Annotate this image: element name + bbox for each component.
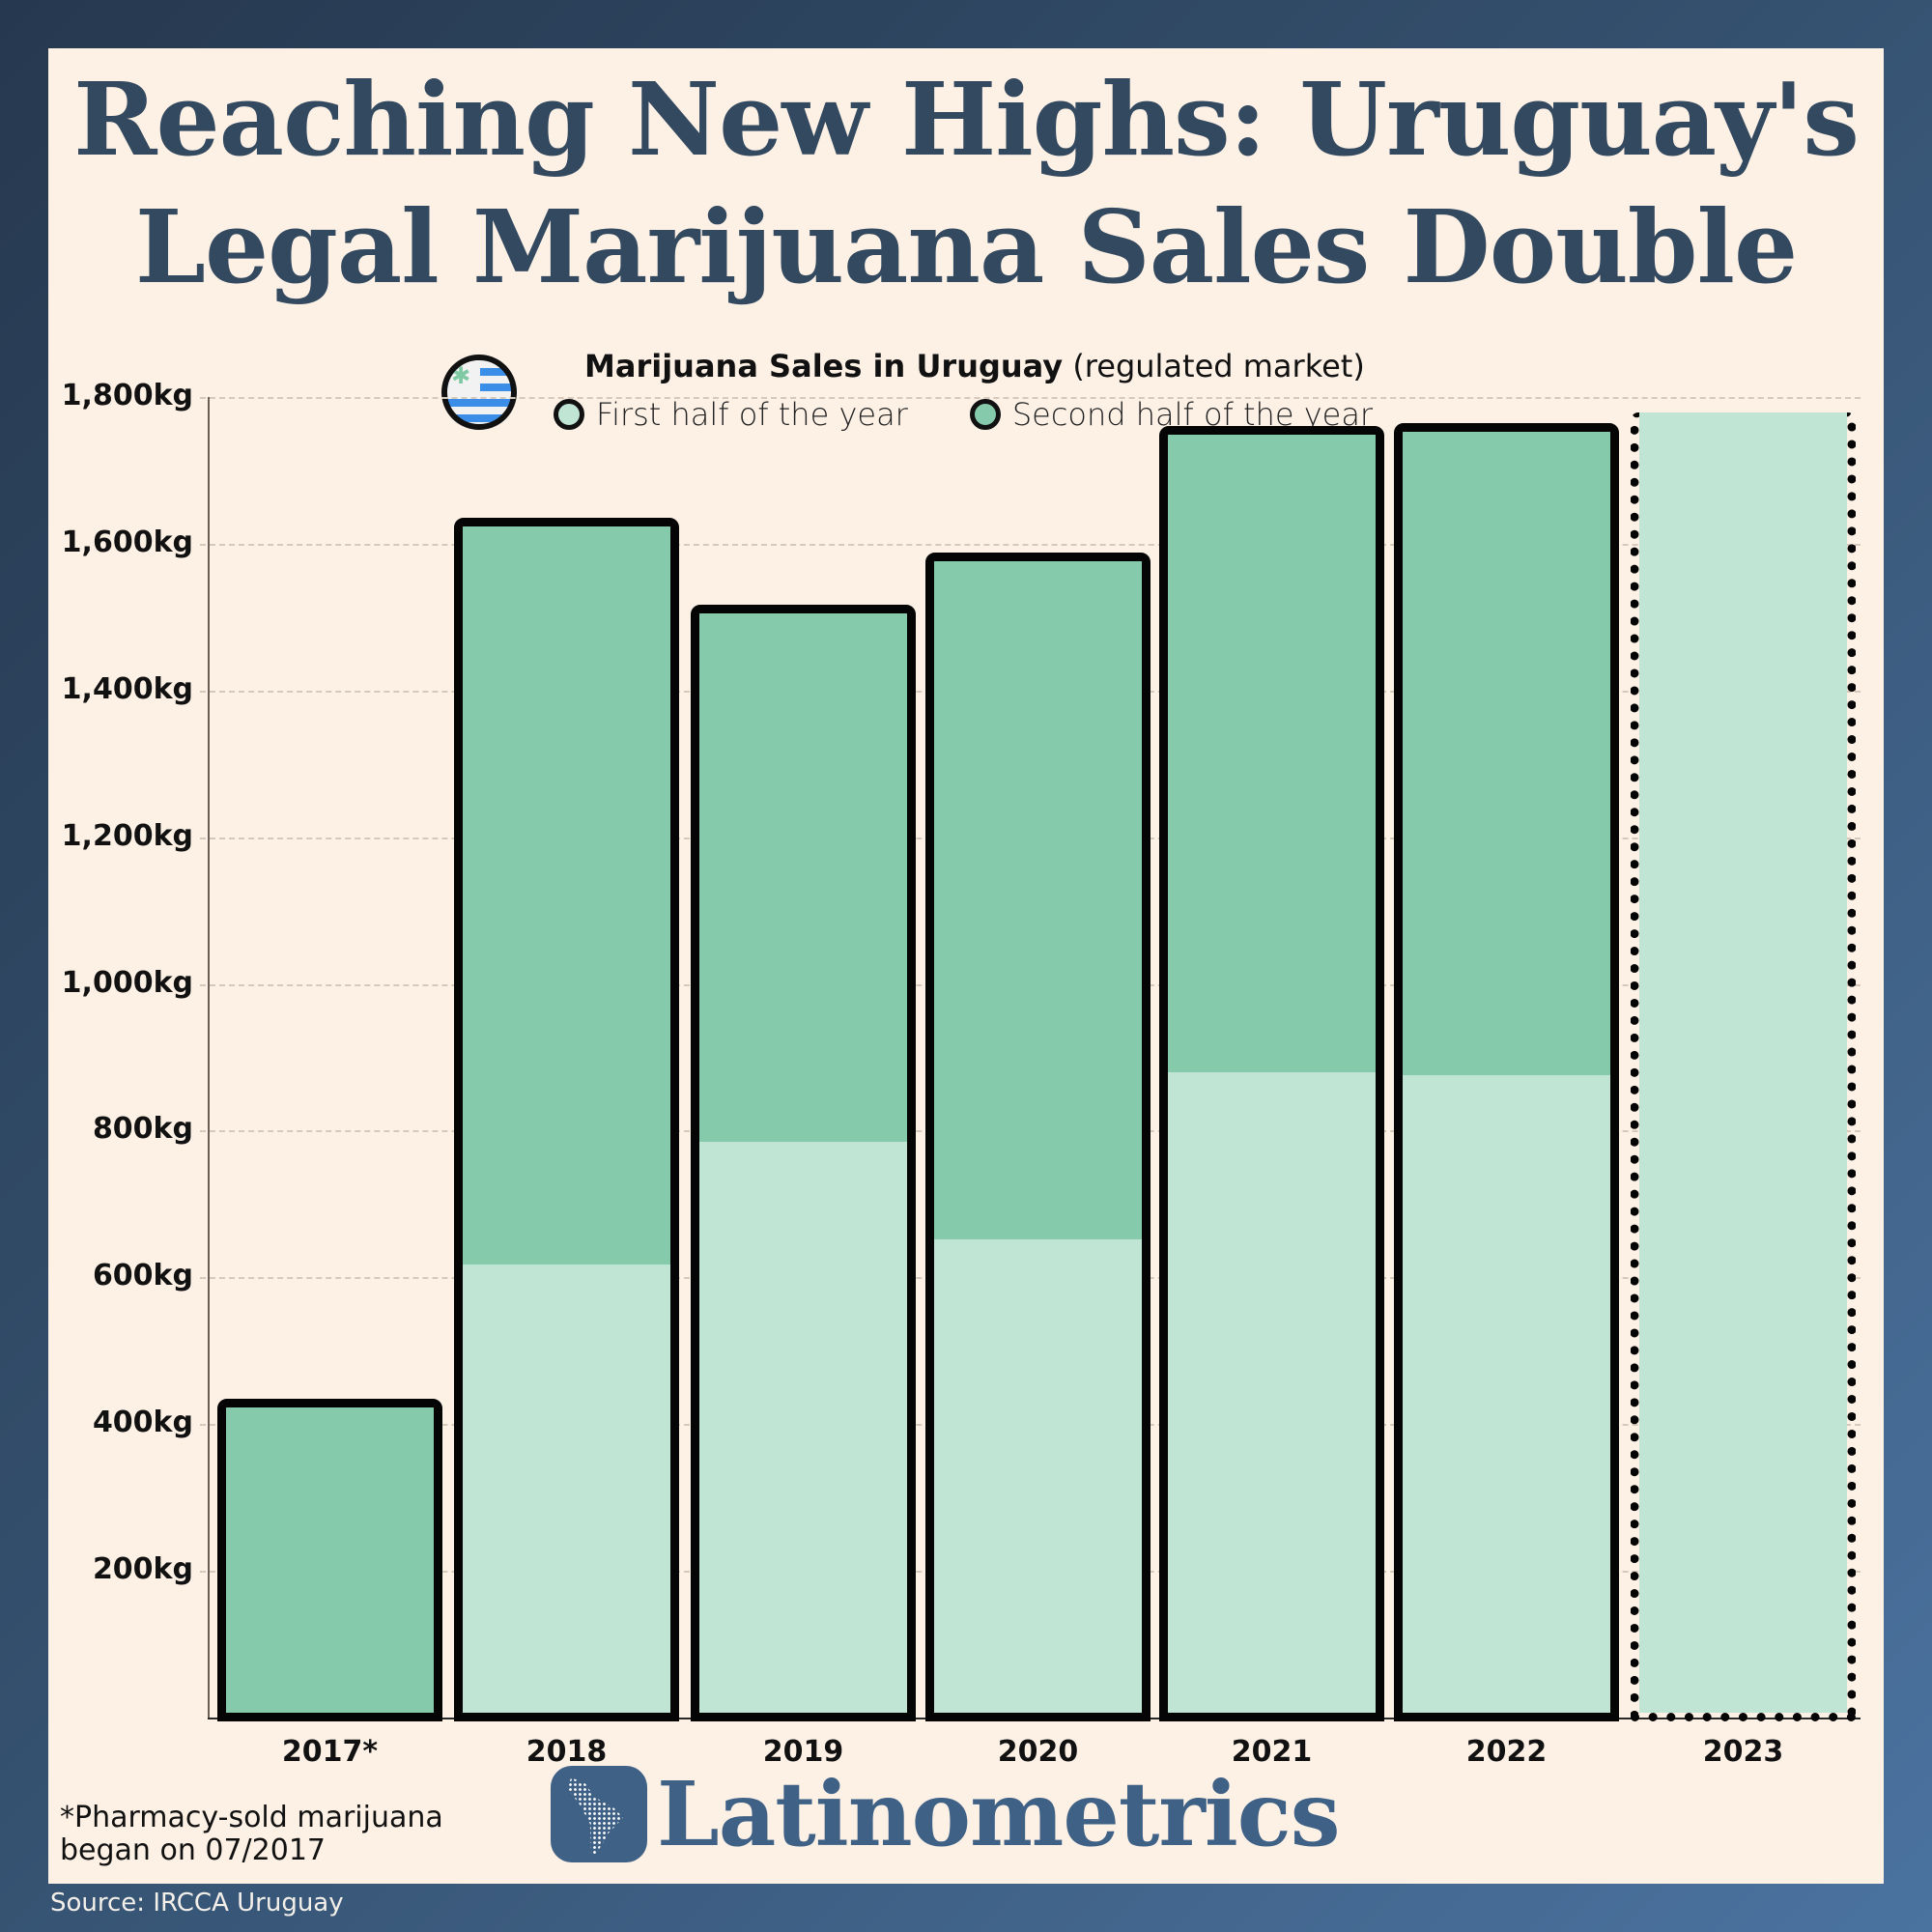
x-tick-label: 2019	[762, 1735, 844, 1769]
second-half-swatch-icon	[969, 399, 1001, 430]
bar-2017[interactable]	[217, 1398, 442, 1721]
legend-label: First half of the year	[596, 396, 908, 433]
source-credit: Source: IRCCA Uruguay	[50, 1889, 344, 1918]
x-tick-label: 2021	[1231, 1735, 1313, 1769]
segment-first-half	[1639, 412, 1847, 1713]
x-tick-label: 2018	[526, 1735, 608, 1769]
legend-title: Marijuana Sales in Uruguay (regulated ma…	[584, 348, 1365, 384]
map-dots	[568, 1777, 623, 1855]
y-tick-label: 1,200kg	[61, 818, 193, 853]
legend-item-first-half: First half of the year	[554, 396, 908, 433]
segment-second-half	[1403, 432, 1610, 1076]
title-line-1: Reaching New Highs: Uruguay's	[73, 60, 1860, 179]
cannabis-leaf-icon: ✱	[451, 362, 471, 389]
bar-2021[interactable]	[1159, 426, 1384, 1721]
x-tick-label: 2022	[1465, 1735, 1548, 1769]
segment-second-half	[463, 526, 670, 1265]
segment-second-half	[699, 612, 907, 1142]
uruguay-flag-cannabis-icon: ✱	[441, 355, 517, 430]
segment-first-half	[463, 1264, 670, 1713]
brand-logo: Latinometrics	[551, 1762, 1341, 1866]
segment-first-half	[934, 1239, 1142, 1713]
gridline	[200, 397, 1861, 399]
x-tick-label: 2017*	[281, 1735, 379, 1769]
first-half-swatch-icon	[554, 399, 584, 430]
legend-items: First half of the year Second half of th…	[554, 396, 1373, 433]
chart-panel: Reaching New Highs: Uruguay's Legal Mari…	[48, 48, 1884, 1884]
segment-first-half	[1403, 1075, 1610, 1713]
bar-chart: 200kg 400kg 600kg 800kg 1,000kg 1,200kg 1,400k…	[48, 48, 1884, 1884]
segment-first-half	[699, 1141, 907, 1713]
x-tick-label: 2023	[1702, 1735, 1784, 1769]
y-tick-label: 800kg	[92, 1112, 193, 1147]
footnote-line-1: *Pharmacy-sold marijuana	[60, 1801, 443, 1834]
gridline	[200, 543, 1861, 546]
y-tick-label: 1,400kg	[61, 671, 193, 706]
bar-2019[interactable]	[691, 604, 916, 1721]
footnote: *Pharmacy-sold marijuana began on 07/201…	[60, 1802, 443, 1867]
bar-2022[interactable]	[1394, 423, 1619, 1721]
y-tick-label: 1,800kg	[61, 379, 193, 412]
brand-name: Latinometrics	[657, 1762, 1341, 1866]
title-line-2: Legal Marijuana Sales Double	[134, 187, 1798, 306]
segment-second-half	[934, 561, 1142, 1240]
segment-second-half	[226, 1406, 434, 1713]
legend-subheading: (regulated market)	[1072, 348, 1365, 384]
y-tick-label: 600kg	[92, 1259, 193, 1293]
x-tick-label: 2020	[997, 1735, 1079, 1769]
segment-second-half	[1168, 435, 1376, 1072]
y-tick-label: 1,000kg	[61, 965, 193, 1000]
y-tick-label: 200kg	[92, 1552, 193, 1587]
y-tick-label: 1,600kg	[61, 525, 193, 559]
y-tick-label: 400kg	[92, 1406, 193, 1440]
page-title: Reaching New Highs: Uruguay's Legal Mari…	[48, 56, 1884, 311]
latin-america-map-icon	[551, 1766, 647, 1862]
footnote-line-2: began on 07/2017	[60, 1833, 327, 1867]
bar-2018[interactable]	[454, 518, 679, 1721]
flag-canton	[447, 360, 480, 393]
bar-2020[interactable]	[925, 553, 1151, 1721]
legend-heading: Marijuana Sales in Uruguay	[584, 348, 1064, 384]
y-axis	[208, 397, 210, 1718]
bar-2023[interactable]	[1631, 412, 1856, 1721]
segment-first-half	[1168, 1071, 1376, 1713]
